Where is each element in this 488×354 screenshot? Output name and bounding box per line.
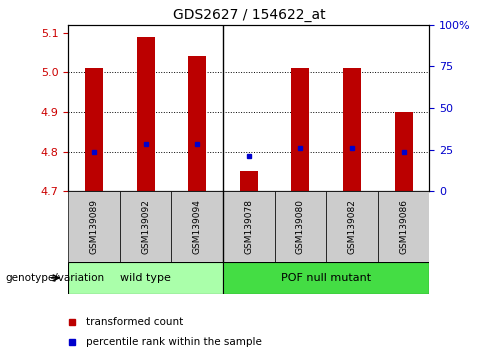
Bar xyxy=(223,191,275,262)
Bar xyxy=(120,191,171,262)
Bar xyxy=(68,191,120,262)
Bar xyxy=(326,191,378,262)
Text: transformed count: transformed count xyxy=(86,317,183,327)
Bar xyxy=(275,191,326,262)
Bar xyxy=(171,191,223,262)
Bar xyxy=(85,68,103,191)
Bar xyxy=(343,68,361,191)
Bar xyxy=(68,262,223,294)
Title: GDS2627 / 154622_at: GDS2627 / 154622_at xyxy=(173,8,325,22)
Bar xyxy=(240,171,258,191)
Bar xyxy=(137,37,155,191)
Text: GSM139086: GSM139086 xyxy=(399,199,408,254)
Text: GSM139078: GSM139078 xyxy=(244,199,253,254)
Text: GSM139089: GSM139089 xyxy=(90,199,99,254)
Text: GSM139092: GSM139092 xyxy=(141,199,150,254)
Text: genotype/variation: genotype/variation xyxy=(5,273,104,283)
Text: GSM139082: GSM139082 xyxy=(347,199,357,254)
Text: GSM139094: GSM139094 xyxy=(193,199,202,254)
Bar xyxy=(291,68,309,191)
Bar xyxy=(223,262,429,294)
Text: percentile rank within the sample: percentile rank within the sample xyxy=(86,337,262,347)
Bar xyxy=(395,112,413,191)
Text: GSM139080: GSM139080 xyxy=(296,199,305,254)
Text: wild type: wild type xyxy=(120,273,171,283)
Bar xyxy=(378,191,429,262)
Bar xyxy=(188,57,206,191)
Text: POF null mutant: POF null mutant xyxy=(281,273,371,283)
